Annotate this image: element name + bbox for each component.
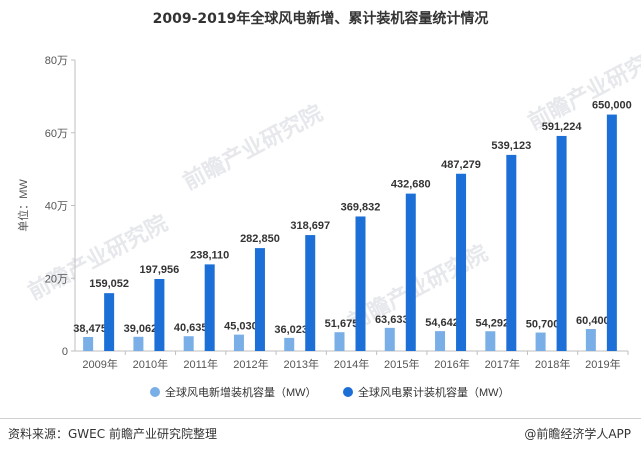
bar-new-capacity [585, 329, 596, 351]
data-label-cumulative: 539,123 [491, 140, 531, 152]
legend-marker-cumulative [343, 387, 353, 397]
data-label-cumulative: 238,110 [190, 249, 229, 261]
bar-cumulative-capacity [254, 248, 265, 351]
bar-new-capacity [183, 336, 194, 351]
data-label-cumulative: 591,224 [542, 121, 583, 133]
data-label-new: 40,635 [174, 322, 208, 334]
x-tick-label: 2012年 [233, 357, 268, 371]
bar-cumulative-capacity [456, 173, 467, 351]
x-tick-label: 2009年 [82, 357, 117, 371]
bar-new-capacity [435, 331, 446, 351]
data-label-cumulative: 159,052 [89, 278, 129, 290]
data-label-new: 36,023 [274, 324, 308, 336]
footer-divider [0, 418, 641, 419]
brand-label: @前瞻经济学人APP [524, 427, 631, 441]
data-label-new: 54,292 [475, 317, 509, 329]
data-label-new: 38,475 [73, 323, 107, 335]
y-tick-label: 20万 [45, 273, 68, 285]
data-label-cumulative: 369,832 [341, 201, 381, 213]
bar-cumulative-capacity [506, 154, 517, 351]
data-label-new: 60,400 [576, 315, 610, 327]
bar-cumulative-capacity [204, 264, 215, 351]
data-label-cumulative: 197,956 [140, 264, 180, 276]
bar-new-capacity [535, 332, 546, 351]
data-label-new: 39,062 [124, 323, 158, 335]
legend-label-cumulative: 全球风电累计装机容量（MW） [358, 385, 510, 399]
x-tick-label: 2013年 [283, 357, 318, 371]
source-note: 资料来源：GWEC 前瞻产业研究院整理 [8, 427, 217, 441]
data-label-cumulative: 432,680 [391, 179, 431, 191]
data-label-new: 51,675 [325, 318, 359, 330]
y-tick-label: 0 [62, 346, 68, 358]
bar-new-capacity [334, 332, 345, 351]
bar-cumulative-capacity [104, 293, 115, 351]
bar-cumulative-capacity [154, 278, 165, 351]
x-tick-label: 2018年 [535, 357, 570, 371]
y-axis-title: 单位：MW [16, 179, 30, 232]
x-tick-label: 2011年 [183, 357, 218, 371]
data-label-new: 45,030 [224, 321, 258, 333]
x-tick-label: 2017年 [485, 357, 520, 371]
x-tick-label: 2010年 [133, 357, 168, 371]
y-tick-label: 80万 [45, 55, 68, 67]
bar-new-capacity [485, 331, 496, 351]
bar-cumulative-capacity [405, 193, 416, 351]
legend-label-new: 全球风电新增装机容量（MW） [165, 385, 317, 399]
chart-title: 2009-2019年全球风电新增、累计装机容量统计情况 [152, 11, 489, 27]
bar-cumulative-capacity [556, 135, 567, 351]
bar-cumulative-capacity [606, 114, 617, 351]
x-tick-label: 2016年 [434, 357, 469, 371]
data-label-new: 63,633 [375, 314, 409, 326]
y-tick-label: 40万 [45, 201, 68, 213]
data-label-cumulative: 282,850 [240, 233, 280, 245]
data-label-new: 50,700 [526, 319, 560, 331]
data-label-cumulative: 318,697 [290, 220, 330, 232]
x-tick-label: 2019年 [585, 357, 620, 371]
x-tick-label: 2014年 [334, 357, 369, 371]
data-label-cumulative: 650,000 [592, 100, 632, 112]
bar-cumulative-capacity [305, 235, 316, 351]
legend-marker-new [150, 387, 160, 397]
bar-new-capacity [284, 337, 295, 351]
data-label-new: 54,642 [425, 317, 459, 329]
y-tick-label: 60万 [45, 128, 68, 140]
data-label-cumulative: 487,279 [441, 159, 481, 171]
bar-cumulative-capacity [355, 216, 366, 351]
bar-new-capacity [83, 337, 94, 351]
bar-new-capacity [133, 336, 144, 351]
x-tick-label: 2015年 [384, 357, 419, 371]
bar-new-capacity [233, 334, 244, 351]
bar-new-capacity [384, 327, 395, 351]
